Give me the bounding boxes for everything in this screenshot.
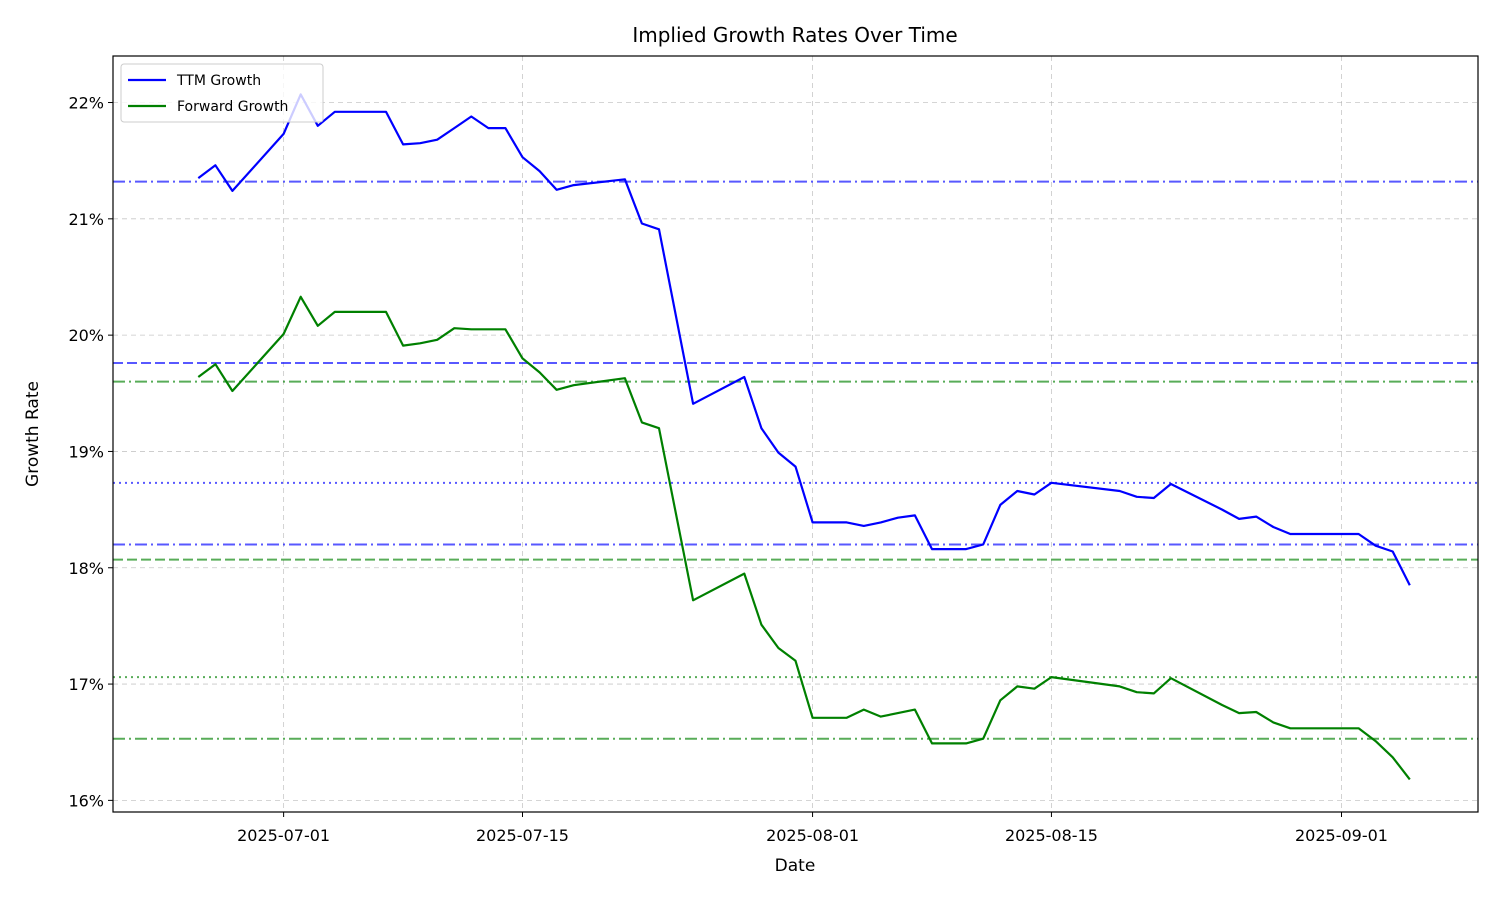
x-tick-label: 2025-07-15 [476,826,569,845]
y-tick-label: 17% [68,675,104,694]
grid [113,56,1478,812]
x-tick-label: 2025-08-15 [1005,826,1098,845]
legend-label: TTM Growth [176,73,261,89]
y-axis-label: Growth Rate [23,381,43,487]
legend-label: Forward Growth [177,99,288,115]
y-tick-label: 18% [68,559,104,578]
y-tick-label: 21% [68,210,104,229]
x-tick-label: 2025-09-01 [1295,826,1388,845]
y-axis: 16% 17% 18% 19% 20% 21% 22% [68,94,113,810]
x-tick-label: 2025-08-01 [766,826,859,845]
legend-box [120,63,324,123]
chart-title: Implied Growth Rates Over Time [632,23,957,47]
series-line [197,295,1411,781]
y-tick-label: 20% [68,326,104,345]
x-axis: 2025-07-01 2025-07-15 2025-08-01 2025-08-15… [237,812,1388,845]
plot-frame [112,55,1479,813]
series-line [197,93,1411,586]
y-tick-label: 19% [68,442,104,461]
x-tick-label: 2025-07-01 [237,826,330,845]
x-axis-label: Date [775,856,816,876]
reference-lines [113,180,1478,740]
series-lines [197,93,1411,781]
y-tick-label: 16% [68,791,104,810]
y-tick-label: 22% [68,94,104,113]
legend: TTM Growth Forward Growth [120,63,324,123]
